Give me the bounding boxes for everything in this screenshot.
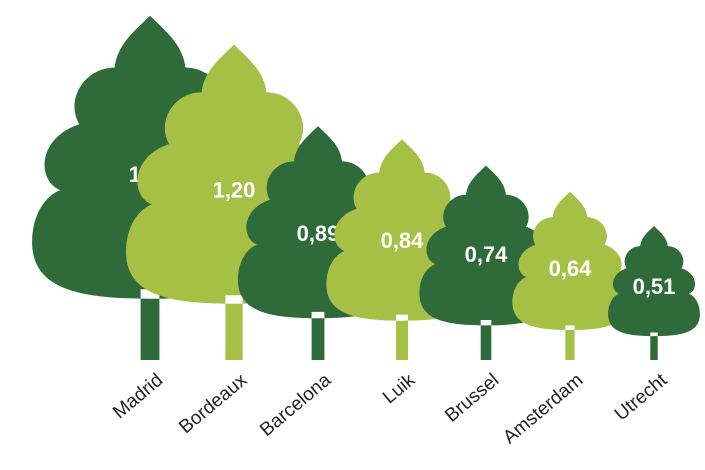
category-label: Madrid: [109, 370, 167, 423]
leaf: [512, 191, 628, 360]
category-label: Luik: [379, 369, 420, 408]
category-label: Brussel: [441, 370, 503, 427]
value-label: 1,20: [213, 177, 256, 202]
value-label: 0,51: [633, 274, 676, 299]
value-label: 0,64: [549, 256, 593, 281]
category-label: Utrecht: [611, 369, 672, 425]
leaf-group: 0,51: [608, 226, 700, 360]
value-label: 0,84: [381, 228, 425, 253]
category-label: Amsterdam: [499, 370, 587, 449]
category-label: Bordeaux: [175, 369, 251, 438]
value-label: 0,74: [465, 242, 509, 267]
category-label: Barcelona: [256, 369, 335, 440]
value-label: 0,89: [297, 221, 340, 246]
leaf-group: 0,64: [512, 191, 628, 360]
leaf: [608, 226, 700, 360]
